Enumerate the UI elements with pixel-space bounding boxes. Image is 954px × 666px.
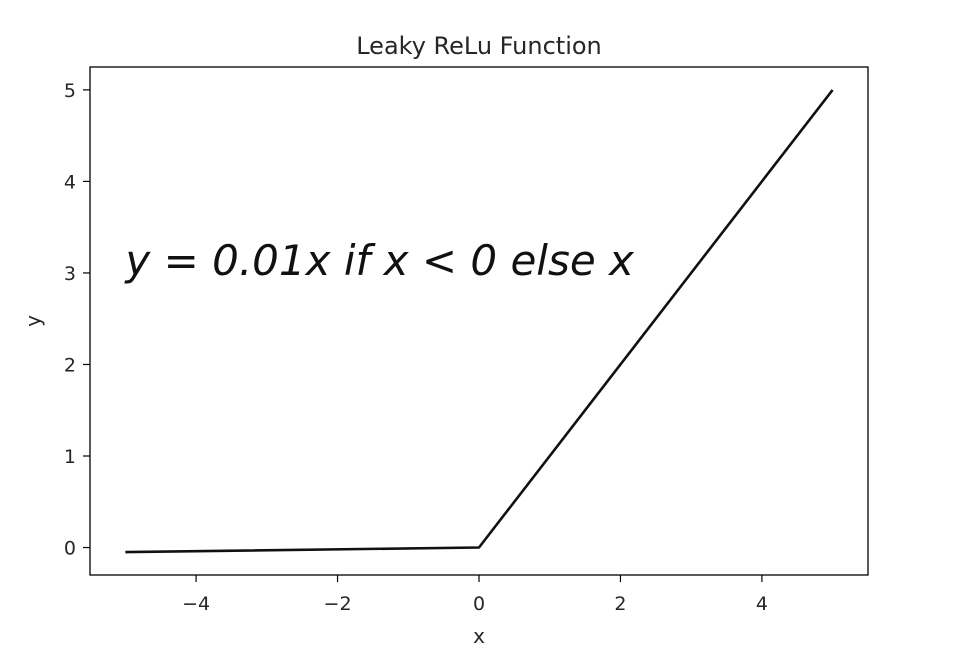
y-tick-label: 3 [64, 263, 76, 285]
plot-area-frame [89, 66, 869, 576]
x-tick-label: 2 [614, 593, 626, 615]
chart-title: Leaky ReLu Function [356, 32, 602, 60]
x-axis-label: x [473, 624, 485, 648]
series-layer [125, 89, 834, 554]
y-tick-label: 1 [64, 446, 76, 468]
x-tick-label: 4 [756, 593, 768, 615]
y-axis-ticks: 0 1 2 3 4 5 [64, 80, 90, 560]
x-tick-label: −4 [182, 593, 210, 615]
x-tick-label: 0 [473, 593, 485, 615]
formula-annotation: y = 0.01x if x < 0 else x [123, 236, 635, 285]
y-axis-label: y [21, 315, 45, 327]
series-line-0 [125, 89, 834, 554]
y-tick-label: 0 [64, 538, 76, 560]
x-tick-label: −2 [324, 593, 352, 615]
x-axis-ticks: −4 −2 0 2 4 [182, 575, 768, 615]
y-tick-label: 4 [64, 171, 76, 193]
y-tick-label: 5 [64, 80, 76, 102]
y-tick-label: 2 [64, 354, 76, 376]
